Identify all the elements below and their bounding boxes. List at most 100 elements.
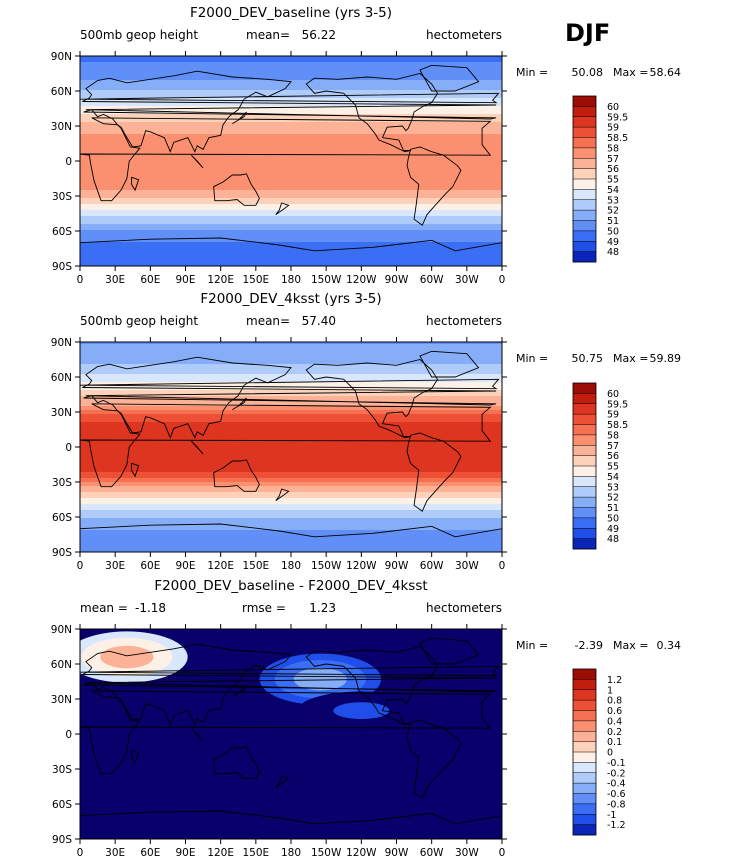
contour-band	[80, 402, 502, 405]
contour-band	[80, 214, 502, 217]
contour-band	[80, 434, 502, 437]
colorbar-label: 1.2	[607, 675, 622, 686]
contour-band	[80, 500, 502, 503]
contour-band	[80, 208, 502, 211]
contour-band	[80, 488, 502, 491]
contour-band	[100, 645, 154, 669]
contour-band	[80, 164, 502, 167]
lon-tick-label: 0	[77, 274, 84, 286]
coastline	[213, 746, 260, 779]
lon-tick-label: 30E	[105, 274, 125, 286]
contour-band	[80, 152, 502, 155]
contour-band	[80, 158, 502, 161]
colorbar-swatch	[573, 741, 596, 753]
lon-tick-label: 30W	[455, 560, 479, 572]
lat-tick-label: 30S	[52, 764, 72, 776]
contour-band	[80, 90, 502, 93]
coastline	[131, 462, 140, 478]
contour-band	[80, 168, 502, 171]
contour-band	[80, 342, 502, 345]
coastline	[305, 646, 439, 726]
contour-band	[80, 188, 502, 191]
contour-band	[80, 486, 502, 489]
contour-band	[80, 200, 502, 203]
contour-band	[80, 536, 502, 539]
contour-band	[80, 520, 502, 523]
contour-band	[80, 248, 502, 251]
lon-tick-label: 150W	[311, 560, 342, 572]
lon-tick-label: 180	[281, 274, 301, 286]
lon-tick-label: 60E	[140, 847, 160, 859]
coastline	[80, 665, 500, 677]
contour-band	[80, 478, 502, 481]
min-label: Min =	[516, 66, 548, 79]
colorbar-swatch	[573, 814, 596, 825]
contour-band	[80, 498, 502, 501]
colorbar-swatch	[573, 199, 596, 211]
contour-band	[80, 344, 502, 347]
colorbar-swatch	[573, 752, 596, 763]
contour-band	[80, 408, 502, 411]
max-value: 0.34	[657, 639, 682, 652]
contour-band	[80, 480, 502, 483]
contour-band	[80, 166, 502, 169]
contour-band	[80, 352, 502, 355]
lat-tick-label: 90N	[51, 624, 72, 636]
colorbar-label: 51	[607, 503, 619, 514]
colorbar-swatch	[573, 803, 596, 815]
panel-4ksst: F2000_DEV_4ksst (yrs 3-5)500mb geop heig…	[51, 291, 681, 572]
contour-band	[80, 120, 502, 123]
colorbar-label: 56	[607, 164, 619, 175]
coastline	[406, 719, 462, 799]
coastline	[80, 117, 492, 202]
contour-band	[80, 446, 502, 449]
contour-band	[80, 426, 502, 429]
contour-band	[80, 94, 502, 97]
contour-band	[80, 110, 502, 113]
contour-band	[80, 138, 502, 141]
contour-band	[80, 130, 502, 133]
colorbar-swatch	[573, 168, 596, 180]
colorbar-label: 0.1	[607, 737, 622, 748]
colorbar-swatch	[573, 679, 596, 691]
units-label: hectometers	[426, 601, 502, 615]
contour-band	[80, 238, 502, 241]
lat-tick-label: 30N	[51, 121, 72, 133]
coastline	[275, 202, 290, 216]
contour-band	[80, 470, 502, 473]
colorbar-label: 59.5	[607, 399, 628, 410]
contour-band	[80, 466, 502, 469]
contour-band	[80, 222, 502, 225]
contour-band	[80, 182, 502, 185]
contour-band	[80, 76, 502, 79]
contour-band	[80, 224, 502, 227]
contour-band	[80, 462, 502, 465]
contour-band	[80, 134, 502, 137]
coastline	[191, 154, 204, 169]
contour-band	[80, 384, 502, 387]
contour-band	[80, 418, 502, 421]
contour-band	[80, 116, 502, 119]
contour-band	[80, 354, 502, 357]
colorbar-swatch	[573, 689, 596, 701]
mean-label: mean=	[246, 314, 290, 328]
colorbar-swatch	[573, 528, 596, 539]
colorbar-swatch	[573, 210, 596, 221]
contour-band	[80, 346, 502, 349]
coastline	[305, 359, 439, 439]
coastline	[131, 176, 140, 192]
lon-tick-label: 90E	[176, 847, 196, 859]
contour-band	[80, 534, 502, 537]
lon-tick-label: 180	[281, 847, 301, 859]
contour-band	[80, 78, 502, 81]
lat-tick-label: 0	[65, 729, 72, 741]
contour-band	[80, 538, 502, 541]
coastline	[80, 237, 502, 266]
contour-band	[80, 432, 502, 435]
contour-band	[80, 406, 502, 409]
coastline	[406, 432, 462, 512]
map-field	[80, 629, 502, 839]
colorbar-label: 48	[607, 247, 619, 258]
colorbar-label: 0.4	[607, 716, 622, 727]
